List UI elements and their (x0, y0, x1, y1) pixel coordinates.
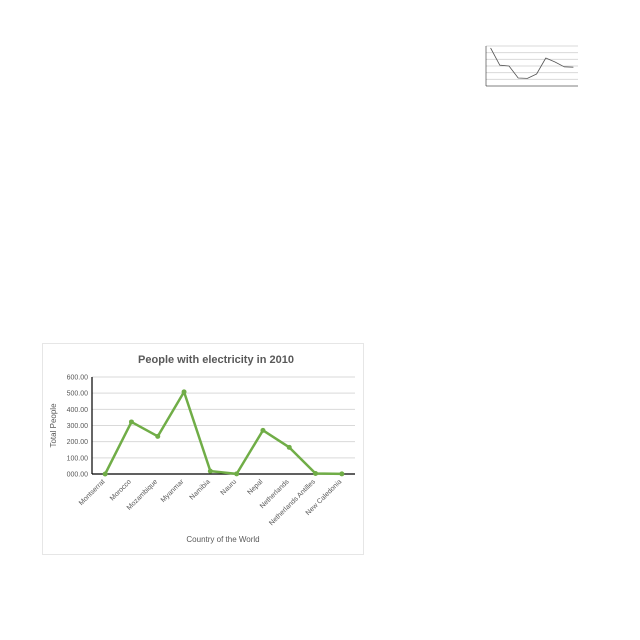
thumbnail-chart-svg (485, 45, 578, 87)
main-data-point (234, 471, 240, 477)
thumb-series-line (490, 47, 574, 79)
main-data-point (207, 468, 213, 474)
main-data-point (181, 389, 187, 395)
main-y-tick-label: 000.00 (67, 471, 89, 478)
main-chart-title: People with electricity in 2010 (138, 354, 294, 366)
main-chart-svg: People with electricity in 2010 000.00 100… (49, 354, 355, 544)
main-y-tick-label: 300.00 (67, 423, 89, 430)
main-x-tick-label: Netherlands Antilles (268, 478, 317, 527)
main-x-tick-label: Nauru (220, 478, 239, 497)
main-data-point (339, 471, 345, 477)
main-y-axis-title: Total People (49, 403, 58, 448)
main-series-line (104, 390, 342, 476)
main-y-tick-label: 400.00 (67, 407, 89, 414)
thumbnail-chart (452, 36, 582, 104)
main-chart: People with electricity in 2010 000.00 100… (42, 343, 364, 555)
main-x-axis-title: Country of the World (186, 535, 259, 544)
main-x-tick-label: Nepal (246, 478, 264, 496)
main-data-point (260, 427, 266, 433)
main-x-tick-label: Morocco (109, 478, 133, 502)
main-data-point (102, 471, 108, 477)
main-y-tick-label: 100.00 (67, 455, 89, 462)
main-data-point (286, 444, 292, 450)
main-x-tick-label: Namibia (189, 478, 212, 501)
main-x-tick-label: Myanmar (160, 478, 186, 504)
main-y-tick-label: 500.00 (67, 391, 89, 398)
main-x-tick-label: Montserrat (78, 478, 107, 507)
main-data-point (128, 419, 134, 425)
main-data-point (313, 471, 319, 477)
main-y-tick-label: 600.00 (67, 374, 89, 381)
main-y-tick-label: 200.00 (67, 439, 89, 446)
main-data-point (155, 433, 161, 439)
